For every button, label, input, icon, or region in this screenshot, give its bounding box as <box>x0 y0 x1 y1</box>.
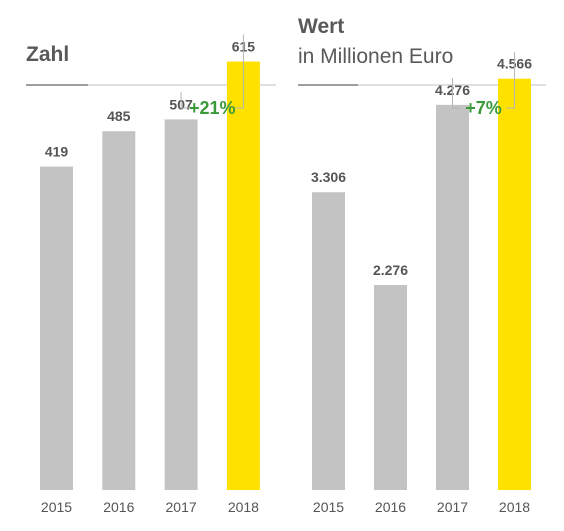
value-label-2015: 3.306 <box>311 169 346 185</box>
bar-2018 <box>226 61 260 491</box>
bar-2017 <box>164 119 198 490</box>
title-rule <box>88 84 276 86</box>
chart-title: Zahl <box>26 43 70 66</box>
title-underline <box>298 84 358 86</box>
value-label-2016: 485 <box>107 108 131 124</box>
growth-bracket <box>452 51 515 109</box>
bar-2018 <box>498 78 531 490</box>
chart-subtitle: in Millionen Euro <box>298 45 454 68</box>
bar-2017 <box>436 104 469 491</box>
x-tick-label-2016: 2016 <box>103 499 134 515</box>
growth-label: +21% <box>189 98 236 118</box>
bar-2016 <box>374 284 407 490</box>
growth-bracket <box>180 34 244 109</box>
x-tick-label-2018: 2018 <box>228 499 259 515</box>
chart-panel-value: Wert in Millionen Euro 3.306 2015 2.276 201… <box>282 0 564 531</box>
chart-panel-count: Zahl 419 2015 485 2016 507 2017 615 2018 +21% <box>26 34 276 515</box>
title-underline <box>26 84 88 86</box>
value-label-2016: 2.276 <box>373 262 408 278</box>
bar-2015 <box>40 166 73 490</box>
bar-2015 <box>312 192 345 490</box>
x-tick-label-2015: 2015 <box>41 499 72 515</box>
chart-title: Wert <box>298 15 345 38</box>
x-tick-label-2015: 2015 <box>313 499 344 515</box>
x-tick-label-2017: 2017 <box>166 499 197 515</box>
growth-label: +7% <box>465 98 502 118</box>
bar-2016 <box>102 131 136 490</box>
x-tick-label-2016: 2016 <box>375 499 406 515</box>
x-tick-label-2017: 2017 <box>437 499 468 515</box>
x-tick-label-2018: 2018 <box>499 499 530 515</box>
value-label-2015: 419 <box>45 144 69 160</box>
